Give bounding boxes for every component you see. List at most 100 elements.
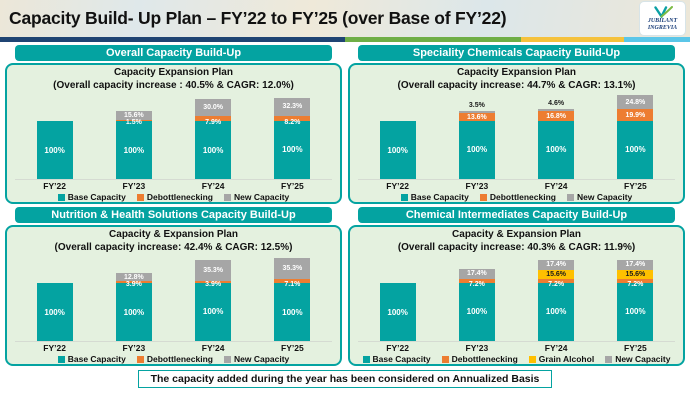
segment-base-capacity: 100% bbox=[115, 121, 152, 179]
stacked-bar-fy-25: 35.3% 7.1% 100% bbox=[274, 258, 311, 341]
footer-note: The capacity added during the year has b… bbox=[137, 370, 553, 388]
segment-label-debottlenecking: 8.2% bbox=[284, 119, 301, 126]
jubilant-ingrevia-logo: JUBILANT INGREVIA bbox=[639, 1, 686, 36]
segment-debottlenecking bbox=[195, 116, 232, 121]
legend-item-new-capacity: New Capacity bbox=[605, 354, 670, 364]
panels-grid: Overall Capacity Build-Up Capacity Expan… bbox=[0, 42, 690, 366]
segment-new-capacity: 17.4% bbox=[617, 259, 654, 270]
segment-base-capacity: 100% bbox=[36, 283, 73, 341]
segment-debottlenecking bbox=[538, 278, 575, 283]
bar-column-fy-23: 15.6% 1.5% 100% bbox=[94, 92, 173, 179]
legend-label: New Capacity bbox=[615, 354, 671, 364]
segment-debottlenecking bbox=[115, 280, 152, 283]
chart-legend: Base Capacity Debottlenecking New Capacity bbox=[356, 191, 677, 202]
legend-label: New Capacity bbox=[576, 192, 633, 202]
stacked-bar-fy-22: 100% bbox=[379, 283, 416, 341]
legend-swatch-icon bbox=[136, 193, 144, 201]
segment-new-capacity: 12.8% bbox=[115, 273, 152, 281]
chart-subtitle: (Overall capacity increase: 40.3% & CAGR… bbox=[397, 242, 636, 253]
segment-new-capacity: 17.4% bbox=[458, 268, 495, 279]
chart-title: Capacity & Expansion Plan bbox=[109, 229, 238, 240]
stacked-bar-fy-24: 30.0% 7.9% 100% bbox=[195, 99, 232, 179]
accent-strip-cyan bbox=[624, 37, 690, 42]
segment-new-capacity: 30.0% bbox=[195, 99, 232, 117]
segment-label-debottlenecking: 7.2% bbox=[468, 281, 485, 288]
legend-label: Base Capacity bbox=[410, 192, 469, 202]
axis-label-fy-22: FY’22 bbox=[386, 181, 409, 191]
axis-label-fy-22: FY’22 bbox=[386, 343, 409, 353]
stacked-bar-fy-23: 3.5% 13.6% 100% bbox=[458, 102, 495, 179]
stacked-bar-fy-25: 17.4% 15.6% 7.2% 100% bbox=[617, 259, 654, 341]
segment-debottlenecking: 13.6% bbox=[458, 113, 495, 121]
segment-base-capacity: 100% bbox=[36, 121, 73, 179]
segment-base-capacity: 100% bbox=[195, 282, 232, 341]
segment-base-capacity: 100% bbox=[458, 120, 495, 179]
bar-column-fy-24: 17.4% 15.6% 7.2% 100% bbox=[517, 254, 596, 341]
bar-column-fy-24: 4.6% 16.8% 100% bbox=[517, 92, 596, 179]
segment-debottlenecking: 16.8% bbox=[538, 111, 575, 121]
logo-bird-icon bbox=[653, 6, 673, 18]
segment-label-debottlenecking: 7.9% bbox=[205, 119, 222, 126]
legend-swatch-icon bbox=[362, 355, 370, 363]
legend-swatch-icon bbox=[400, 193, 408, 201]
segment-debottlenecking bbox=[274, 116, 311, 121]
stacked-bar-fy-23: 15.6% 1.5% 100% bbox=[115, 111, 152, 179]
segment-label-debottlenecking: 1.5% bbox=[125, 119, 142, 126]
legend-item-debottlenecking: Debottlenecking bbox=[136, 354, 213, 364]
axis-label-fy-25: FY’25 bbox=[281, 343, 304, 353]
stacked-bar-fy-24: 17.4% 15.6% 7.2% 100% bbox=[538, 259, 575, 341]
segment-debottlenecking bbox=[458, 278, 495, 283]
chart-title: Capacity Expansion Plan bbox=[457, 67, 576, 78]
axis-label-fy-24: FY’24 bbox=[201, 181, 225, 191]
chart-subtitle: (Overall capacity increase : 40.5% & CAG… bbox=[53, 80, 294, 91]
legend-item-debottlenecking: Debottlenecking bbox=[441, 354, 518, 364]
chart-subtitle: (Overall capacity increase: 42.4% & CAGR… bbox=[54, 242, 293, 253]
segment-debottlenecking bbox=[195, 280, 232, 283]
legend-item-base-capacity: Base Capacity bbox=[362, 354, 431, 364]
segment-base-capacity: 100% bbox=[458, 282, 495, 341]
legend-swatch-icon bbox=[57, 193, 65, 201]
legend-swatch-icon bbox=[566, 193, 574, 201]
stacked-bar-fy-22: 100% bbox=[36, 121, 73, 179]
legend-item-base-capacity: Base Capacity bbox=[57, 354, 126, 364]
legend-item-base-capacity: Base Capacity bbox=[400, 192, 469, 202]
axis-label-fy-23: FY’23 bbox=[122, 181, 146, 191]
x-axis: FY’22 FY’23 FY’24 FY’25 bbox=[358, 180, 675, 191]
legend-swatch-icon bbox=[223, 193, 231, 201]
panel-header: Speciality Chemicals Capacity Build-Up bbox=[358, 45, 675, 61]
chart-box: Capacity & Expansion Plan (Overall capac… bbox=[348, 225, 685, 366]
logo-text-line2: INGREVIA bbox=[647, 24, 678, 31]
legend-swatch-icon bbox=[441, 355, 449, 363]
axis-label-fy-23: FY’23 bbox=[465, 181, 489, 191]
legend-swatch-icon bbox=[479, 193, 487, 201]
legend-label: Debottlenecking bbox=[451, 354, 518, 364]
chart-plot: 100% 12.8% 3.9% 100% 35.3% 3.9% 100% 35.3% 7.1% 1… bbox=[15, 254, 332, 342]
footer: The capacity added during the year has b… bbox=[0, 370, 690, 388]
legend-label: Grain Alcohol bbox=[538, 354, 595, 364]
legend-swatch-icon bbox=[57, 355, 65, 363]
bar-column-fy-22: 100% bbox=[358, 92, 437, 179]
segment-base-capacity: 100% bbox=[379, 283, 416, 341]
segment-base-capacity: 100% bbox=[538, 120, 575, 179]
segment-grain-alcohol: 15.6% bbox=[617, 269, 654, 279]
legend-label: Base Capacity bbox=[67, 192, 126, 202]
legend-item-debottlenecking: Debottlenecking bbox=[479, 192, 556, 202]
axis-label-fy-22: FY’22 bbox=[43, 343, 66, 353]
axis-label-fy-24: FY’24 bbox=[201, 343, 225, 353]
chart-subtitle: (Overall capacity increase: 44.7% & CAGR… bbox=[397, 80, 636, 91]
bar-column-fy-22: 100% bbox=[15, 254, 94, 341]
segment-base-capacity: 100% bbox=[617, 120, 654, 179]
segment-base-capacity: 100% bbox=[115, 283, 152, 341]
segment-debottlenecking: 19.9% bbox=[617, 109, 654, 121]
segment-base-capacity: 100% bbox=[195, 121, 232, 179]
legend-swatch-icon bbox=[605, 355, 613, 363]
legend-label: Debottlenecking bbox=[489, 192, 556, 202]
stacked-bar-fy-23: 17.4% 7.2% 100% bbox=[458, 268, 495, 341]
axis-label-fy-25: FY’25 bbox=[624, 343, 647, 353]
stacked-bar-fy-22: 100% bbox=[36, 283, 73, 341]
panel-header: Nutrition & Health Solutions Capacity Bu… bbox=[15, 207, 332, 223]
axis-label-fy-25: FY’25 bbox=[281, 181, 304, 191]
segment-label-debottlenecking: 7.2% bbox=[548, 281, 565, 288]
slide-header: Capacity Build- Up Plan – FY’22 to FY’25… bbox=[0, 0, 690, 37]
segment-base-capacity: 100% bbox=[538, 282, 575, 341]
